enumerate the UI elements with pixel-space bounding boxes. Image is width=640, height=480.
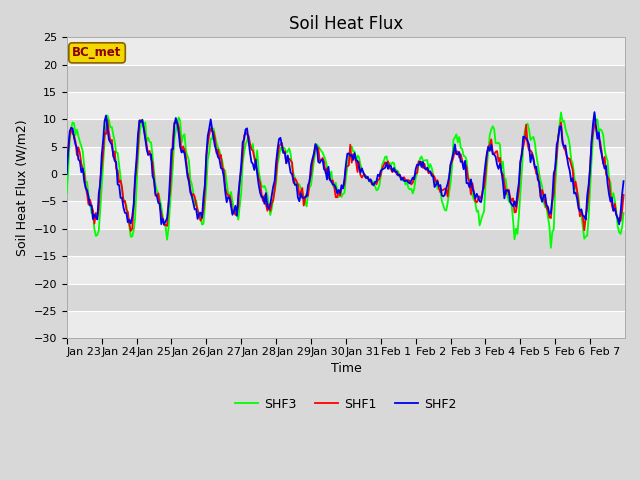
SHF2 xyxy=(620,178,627,184)
SHF3 xyxy=(99,161,107,167)
SHF2 xyxy=(349,157,357,163)
SHF2 xyxy=(591,109,598,115)
Bar xyxy=(67,92,625,120)
SHF1 xyxy=(352,159,360,165)
Bar xyxy=(67,147,625,174)
Line: SHF2: SHF2 xyxy=(67,112,623,224)
SHF2 xyxy=(82,185,90,191)
SHF1 xyxy=(104,117,111,123)
SHF2 xyxy=(99,138,107,144)
Bar xyxy=(67,256,625,284)
SHF3 xyxy=(557,109,565,115)
SHF1 xyxy=(127,228,134,234)
Title: Soil Heat Flux: Soil Heat Flux xyxy=(289,15,403,33)
SHF3 xyxy=(63,190,70,195)
SHF3 xyxy=(620,210,627,216)
Text: BC_met: BC_met xyxy=(72,47,122,60)
Y-axis label: Soil Heat Flux (W/m2): Soil Heat Flux (W/m2) xyxy=(15,120,28,256)
Legend: SHF3, SHF1, SHF2: SHF3, SHF1, SHF2 xyxy=(230,393,461,416)
SHF1 xyxy=(620,192,627,198)
SHF3 xyxy=(543,204,550,210)
SHF1 xyxy=(82,184,90,190)
Bar xyxy=(67,37,625,65)
SHF3 xyxy=(460,153,467,159)
Line: SHF1: SHF1 xyxy=(67,120,623,231)
X-axis label: Time: Time xyxy=(330,362,361,375)
Bar xyxy=(67,202,625,229)
SHF2 xyxy=(460,167,467,172)
SHF1 xyxy=(463,164,470,170)
SHF1 xyxy=(618,208,626,214)
Bar xyxy=(67,311,625,338)
SHF3 xyxy=(618,225,626,230)
SHF2 xyxy=(615,221,623,227)
SHF2 xyxy=(63,171,70,177)
SHF3 xyxy=(82,179,90,185)
SHF2 xyxy=(618,192,626,197)
SHF3 xyxy=(547,245,555,251)
SHF1 xyxy=(63,158,70,164)
Line: SHF3: SHF3 xyxy=(67,112,623,248)
SHF1 xyxy=(545,215,553,220)
SHF3 xyxy=(349,149,357,155)
SHF1 xyxy=(99,150,107,156)
SHF2 xyxy=(543,202,550,208)
